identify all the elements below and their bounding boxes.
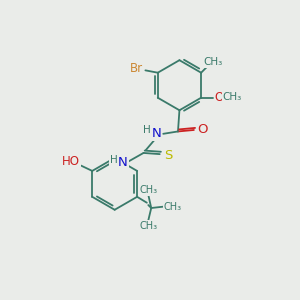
Text: Br: Br xyxy=(130,62,143,75)
Text: CH₃: CH₃ xyxy=(203,58,222,68)
Text: HO: HO xyxy=(62,155,80,168)
Text: N: N xyxy=(151,127,161,140)
Text: H: H xyxy=(110,155,118,165)
Text: S: S xyxy=(164,149,172,162)
Text: CH₃: CH₃ xyxy=(140,221,158,231)
Text: N: N xyxy=(118,156,128,169)
Text: CH₃: CH₃ xyxy=(164,202,181,212)
Text: H: H xyxy=(143,125,151,135)
Text: O: O xyxy=(215,91,224,103)
Text: O: O xyxy=(197,123,208,136)
Text: CH₃: CH₃ xyxy=(222,92,242,102)
Text: CH₃: CH₃ xyxy=(140,185,158,195)
